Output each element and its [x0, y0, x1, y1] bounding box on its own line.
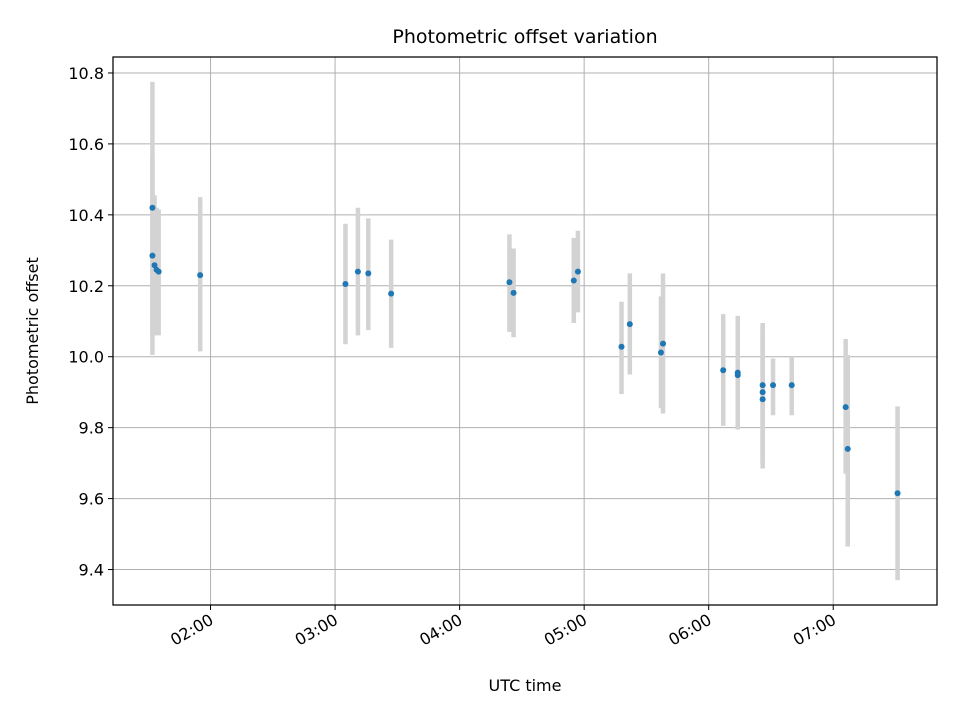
data-point [788, 382, 795, 389]
chart-title: Photometric offset variation [392, 26, 657, 48]
data-point [720, 367, 727, 374]
data-point [388, 290, 395, 297]
y-tick-label: 9.4 [79, 561, 104, 580]
grid [113, 57, 937, 605]
x-axis-label: UTC time [489, 676, 562, 695]
y-tick-label: 9.6 [79, 490, 104, 509]
data-point [759, 382, 766, 389]
x-tick-label: 05:00 [541, 610, 590, 650]
data-point [151, 262, 158, 269]
data-point [197, 272, 204, 279]
data-point [759, 396, 766, 403]
data-point [155, 268, 162, 275]
data-point [660, 340, 667, 347]
data-point [844, 445, 851, 452]
data-points [149, 204, 901, 497]
data-point [354, 268, 361, 275]
x-tick-label: 07:00 [790, 610, 839, 650]
y-tick-label: 10.2 [68, 277, 104, 296]
data-point [842, 404, 849, 411]
x-tick-label: 03:00 [292, 610, 341, 650]
data-point [894, 490, 901, 497]
data-point [510, 289, 517, 296]
data-point [149, 204, 156, 211]
data-point [759, 389, 766, 396]
data-point [342, 281, 349, 288]
y-tick-label: 9.8 [79, 419, 104, 438]
y-tick-label: 10.0 [68, 348, 104, 367]
data-point [149, 252, 156, 259]
data-point [734, 372, 741, 379]
y-axis-ticks: 9.4 9.6 9.8 10.0 10.2 10.4 10.6 10.8 [68, 64, 113, 580]
data-point [626, 321, 633, 328]
y-axis-label: Photometric offset [23, 257, 42, 405]
data-point [506, 279, 513, 286]
y-tick-label: 10.4 [68, 206, 104, 225]
x-tick-label: 04:00 [416, 610, 465, 650]
y-tick-label: 10.6 [68, 135, 104, 154]
plot-frame [112, 56, 938, 606]
data-point [365, 270, 372, 277]
y-tick-label: 10.8 [68, 64, 104, 83]
data-point [574, 268, 581, 275]
data-point [657, 349, 664, 356]
x-axis-ticks: 02:00 03:00 04:00 05:00 06:00 07:00 [167, 605, 839, 650]
x-tick-label: 06:00 [665, 610, 714, 650]
error-bars [150, 81, 900, 581]
data-point [770, 382, 777, 389]
data-point [570, 277, 577, 284]
x-tick-label: 02:00 [167, 610, 216, 650]
data-point [618, 343, 625, 350]
